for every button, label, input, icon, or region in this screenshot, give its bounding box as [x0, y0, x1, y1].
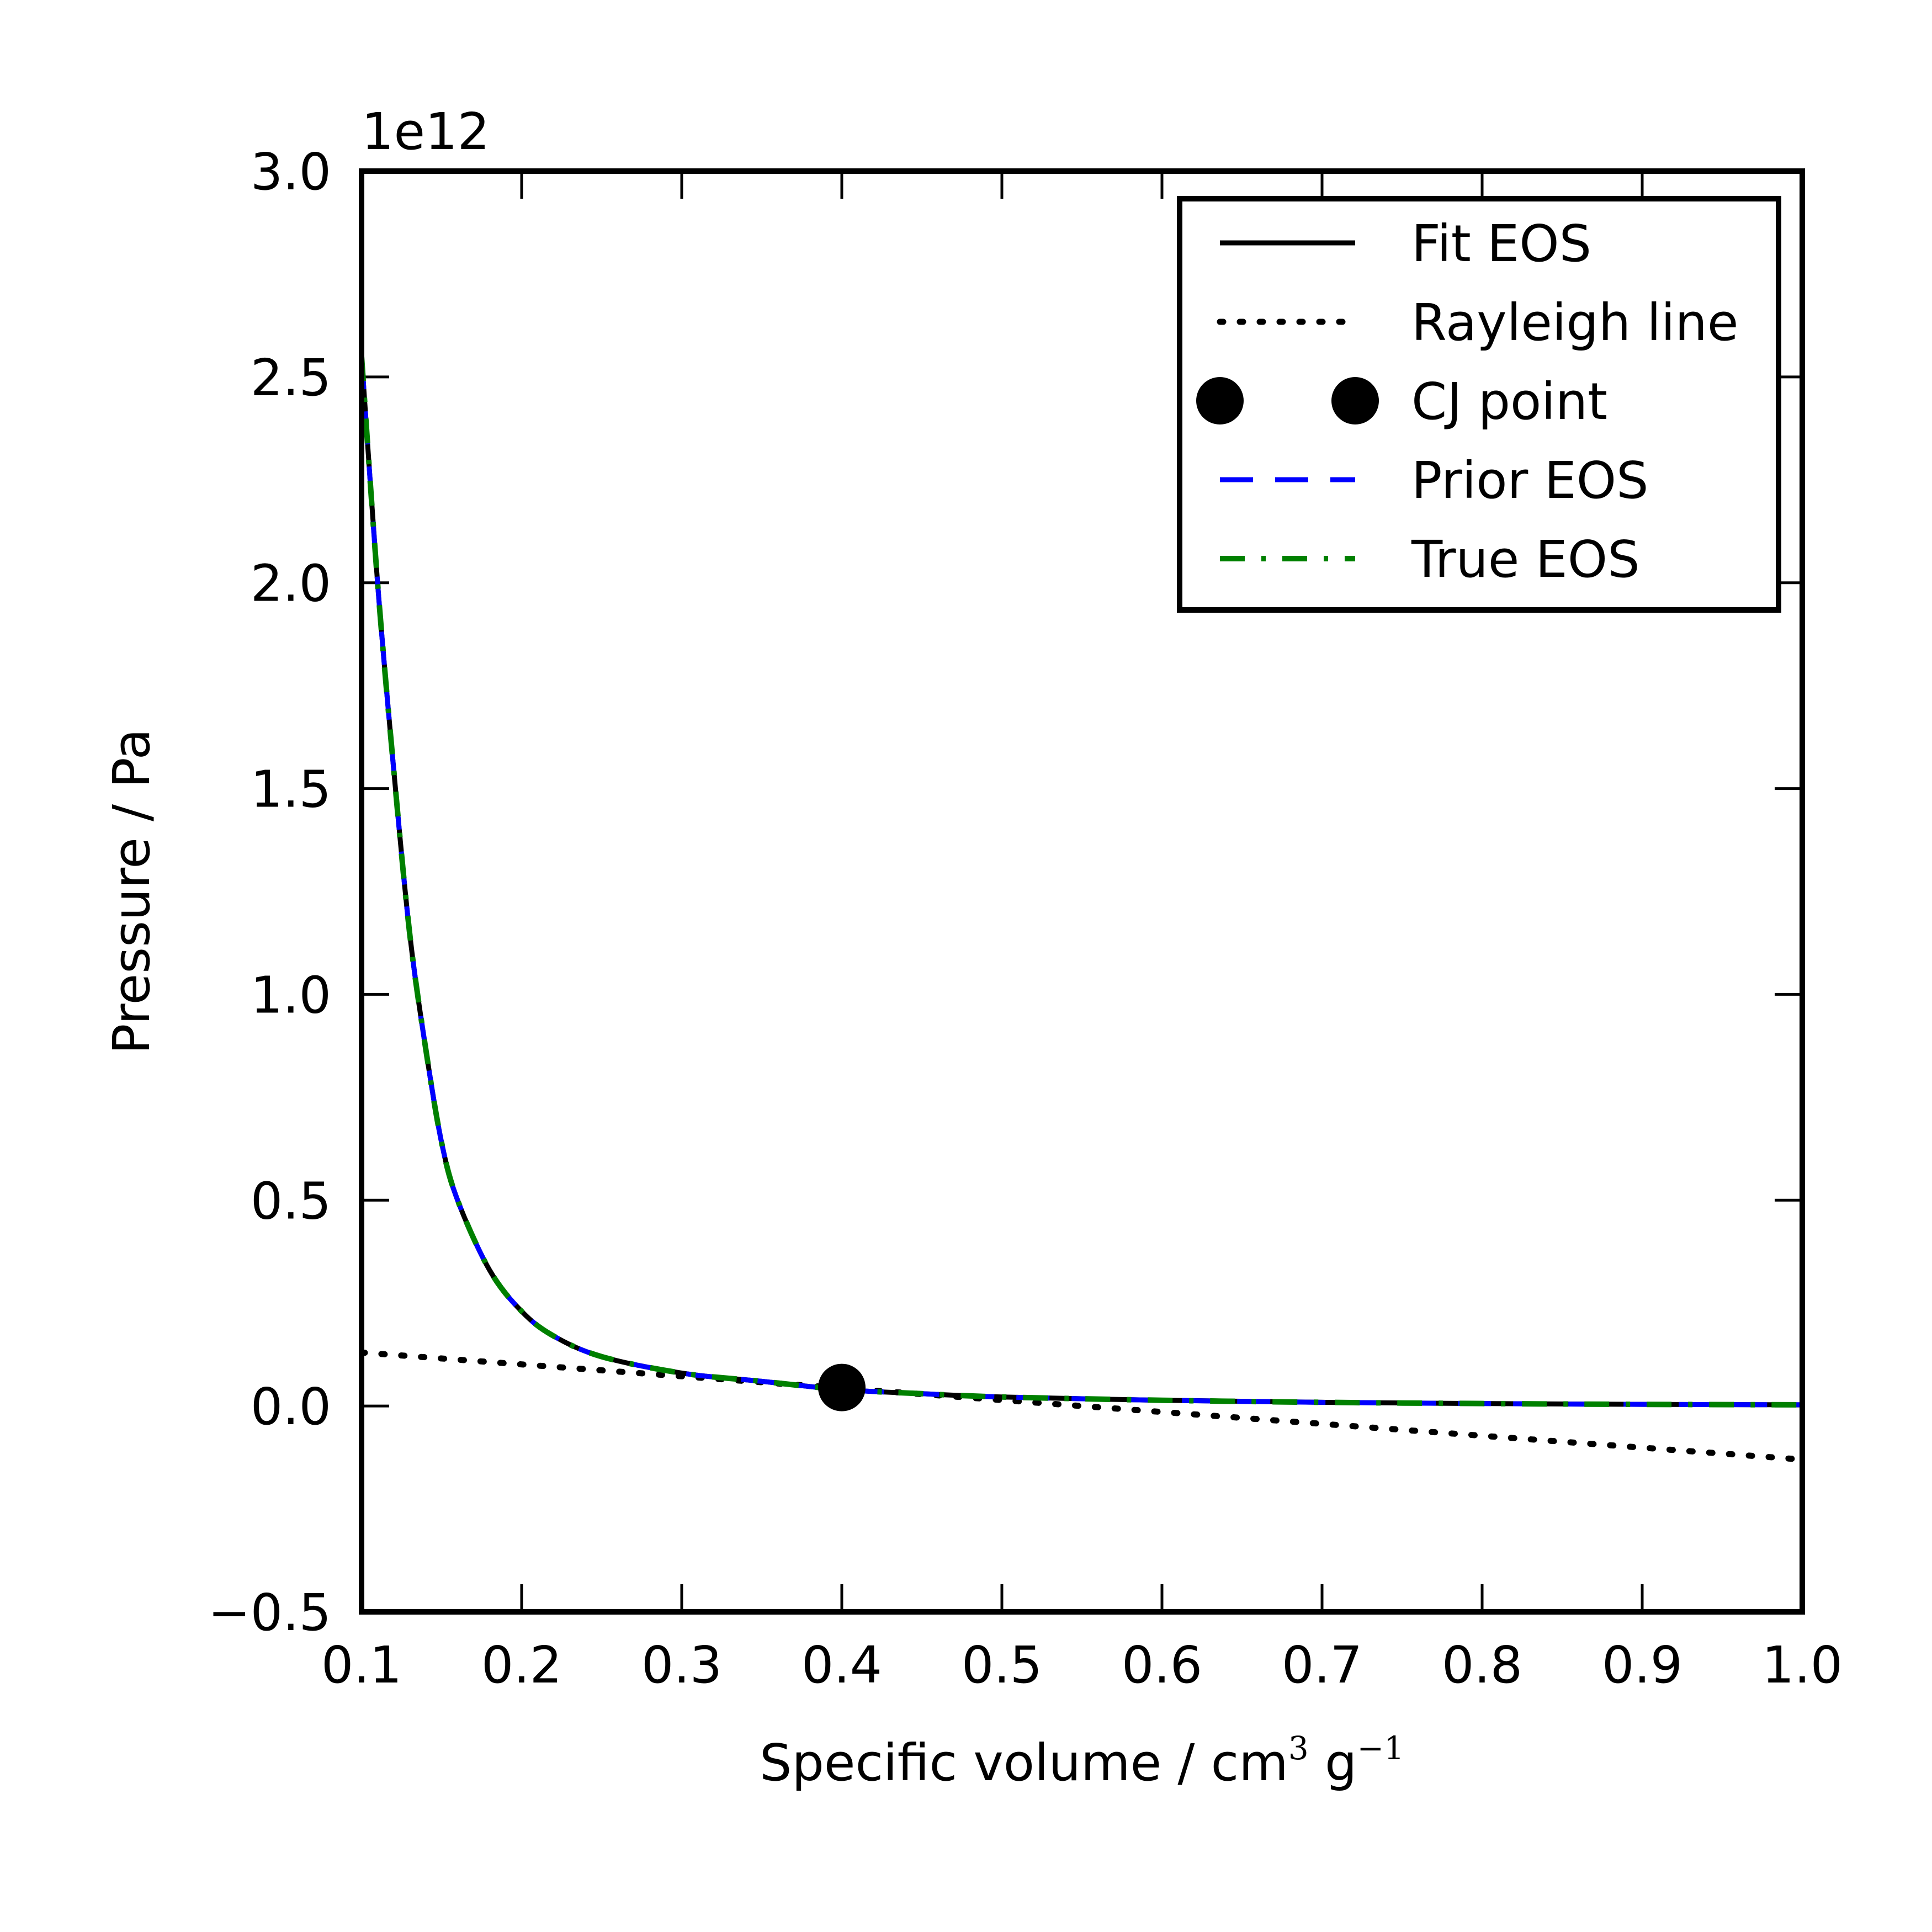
- legend-frame: [1177, 196, 1781, 613]
- x-axis-label-middle: g: [1309, 1733, 1357, 1792]
- y-tick-label: 1.5: [251, 760, 331, 819]
- x-axis-label: Specific volume / cm3 g−1: [760, 1729, 1404, 1792]
- x-axis-label-sup-2: −1: [1357, 1729, 1404, 1767]
- legend: Fit EOS Rayleigh line CJ point Prior EOS Tru…: [1177, 196, 1781, 613]
- x-tick-label: 0.1: [321, 1636, 402, 1695]
- y-tick-label: 3.0: [251, 142, 331, 201]
- x-axis-label-main: Specific volume / cm: [760, 1733, 1288, 1792]
- x-tick-label: 0.6: [1122, 1636, 1202, 1695]
- y-axis-label: Pressure / Pa: [102, 729, 161, 1054]
- legend-cj-point-marker: [1196, 377, 1244, 424]
- y-tick-label: 2.5: [251, 348, 331, 407]
- x-tick-label: 0.5: [962, 1636, 1042, 1695]
- legend-rayleigh-line-label: Rayleigh line: [1411, 293, 1738, 352]
- cj-point-marker: [818, 1363, 866, 1411]
- x-tick-label: 0.8: [1442, 1636, 1522, 1695]
- y-tick-label: 0.0: [251, 1377, 331, 1436]
- legend-true-eos-label: True EOS: [1411, 530, 1640, 589]
- legend-prior-eos-label: Prior EOS: [1411, 451, 1649, 510]
- x-tick-label: 0.9: [1602, 1636, 1682, 1695]
- x-tick-label: 1.0: [1762, 1636, 1843, 1695]
- legend-fit-eos-label: Fit EOS: [1411, 214, 1591, 273]
- y-tick-label: −0.5: [208, 1583, 331, 1642]
- true-eos-line: [362, 356, 1802, 1408]
- x-tick-label: 0.3: [641, 1636, 722, 1695]
- x-axis-label-sup-1: 3: [1288, 1729, 1309, 1767]
- x-tick-label: 0.2: [481, 1636, 562, 1695]
- rayleigh-line-line: [362, 1349, 1802, 1463]
- y-tick-label: 0.5: [251, 1171, 331, 1230]
- y-tick-label: 1.0: [251, 965, 331, 1025]
- plot-series: [362, 356, 1802, 1463]
- x-tick-label: 0.7: [1282, 1636, 1362, 1695]
- plot-frame: [359, 168, 1805, 1615]
- axis-tick-labels: 0.1 0.2 0.3 0.4 0.5 0.6 0.7 0.8 0.9 1.0 −0.5 0.0 0.5…: [208, 142, 1843, 1695]
- plot-markers: [818, 1363, 866, 1411]
- y-offset-text: 1e12: [362, 102, 490, 161]
- legend-cj-point-label: CJ point: [1411, 372, 1607, 431]
- x-tick-label: 0.4: [802, 1636, 882, 1695]
- y-tick-label: 2.0: [251, 554, 331, 613]
- legend-cj-point-marker: [1331, 377, 1379, 424]
